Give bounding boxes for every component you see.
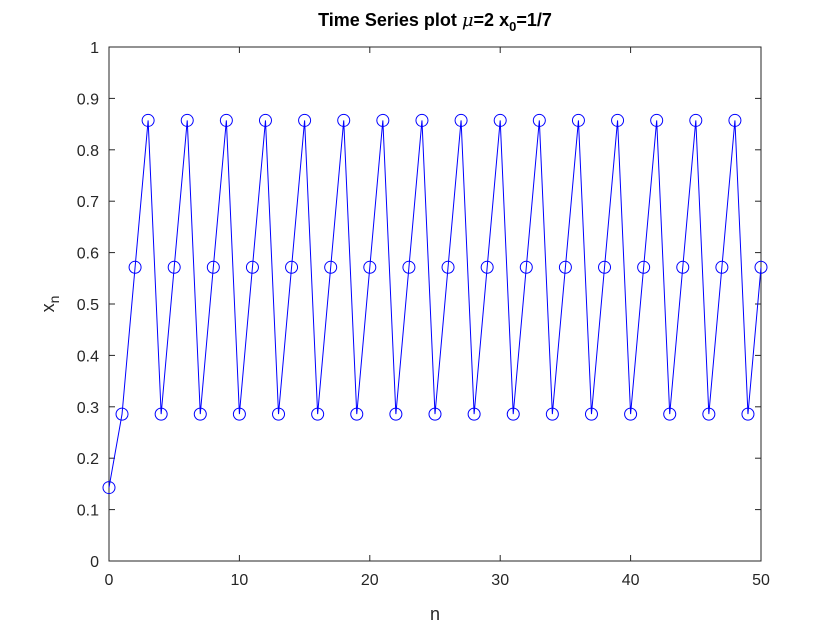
y-tick-label: 0.4 — [77, 348, 99, 365]
data-point — [637, 260, 651, 274]
data-point — [754, 260, 768, 274]
data-point — [376, 113, 390, 127]
data-point — [350, 407, 364, 421]
x-tick-label: 30 — [491, 572, 509, 589]
data-point — [141, 113, 155, 127]
x-tick-label: 0 — [105, 572, 114, 589]
data-point — [702, 407, 716, 421]
x-axis: 0 10 20 30 40 50 — [105, 47, 770, 589]
axes-box — [108, 46, 762, 562]
data-point — [232, 407, 246, 421]
y-axis: 0 0.1 0.2 0.3 0.4 0.5 0.6 0.7 0.8 0.9 1 — [77, 40, 761, 571]
data-point — [493, 113, 507, 127]
x-tick-label: 10 — [231, 572, 249, 589]
data-point — [584, 407, 598, 421]
data-point — [180, 113, 194, 127]
plot-area — [108, 46, 762, 562]
y-tick-label: 0.6 — [77, 246, 99, 263]
y-tick-label: 0.8 — [77, 143, 99, 160]
data-point — [206, 260, 220, 274]
y-tick-label: 0.1 — [77, 503, 99, 520]
y-tick-label: 0.5 — [77, 297, 99, 314]
data-point — [415, 113, 429, 127]
y-tick-label: 0.3 — [77, 400, 99, 417]
data-point — [519, 260, 533, 274]
y-tick-label: 0 — [90, 554, 99, 571]
data-point — [128, 260, 142, 274]
data-point — [676, 260, 690, 274]
data-point — [624, 407, 638, 421]
y-tick-label: 1 — [90, 40, 99, 57]
data-point — [689, 113, 703, 127]
data-point — [611, 113, 625, 127]
data-point — [115, 407, 129, 421]
data-point — [102, 481, 116, 495]
data-point — [245, 260, 259, 274]
data-point — [258, 113, 272, 127]
data-point — [467, 407, 481, 421]
x-tick-label: 50 — [752, 572, 770, 589]
y-tick-label: 0.7 — [77, 194, 99, 211]
data-point — [558, 260, 572, 274]
data-point — [532, 113, 546, 127]
data-point — [441, 260, 455, 274]
y-tick-label: 0.9 — [77, 91, 99, 108]
data-point — [272, 407, 286, 421]
y-tick-label: 0.2 — [77, 451, 99, 468]
data-point — [598, 260, 612, 274]
data-point — [154, 407, 168, 421]
x-tick-label: 20 — [361, 572, 379, 589]
data-point — [363, 260, 377, 274]
data-point — [389, 407, 403, 421]
data-point — [454, 113, 468, 127]
series-layer — [102, 113, 768, 495]
data-point — [285, 260, 299, 274]
data-point — [506, 407, 520, 421]
data-point — [298, 113, 312, 127]
series-line — [108, 120, 762, 488]
data-point — [324, 260, 338, 274]
chart-title: Time Series plot μ=2 x0=1/7 — [318, 10, 552, 34]
data-point — [167, 260, 181, 274]
data-point — [480, 260, 494, 274]
data-point — [219, 113, 233, 127]
data-point — [402, 260, 416, 274]
x-tick-label: 40 — [622, 572, 640, 589]
data-point — [337, 113, 351, 127]
data-point — [715, 260, 729, 274]
data-point — [571, 113, 585, 127]
x-axis-label: n — [430, 604, 440, 624]
data-point — [545, 407, 559, 421]
data-point — [193, 407, 207, 421]
y-axis-label: xn — [38, 296, 62, 313]
data-point — [728, 113, 742, 127]
data-point — [428, 407, 442, 421]
data-point — [741, 407, 755, 421]
data-point — [663, 407, 677, 421]
data-point — [311, 407, 325, 421]
data-point — [650, 113, 664, 127]
